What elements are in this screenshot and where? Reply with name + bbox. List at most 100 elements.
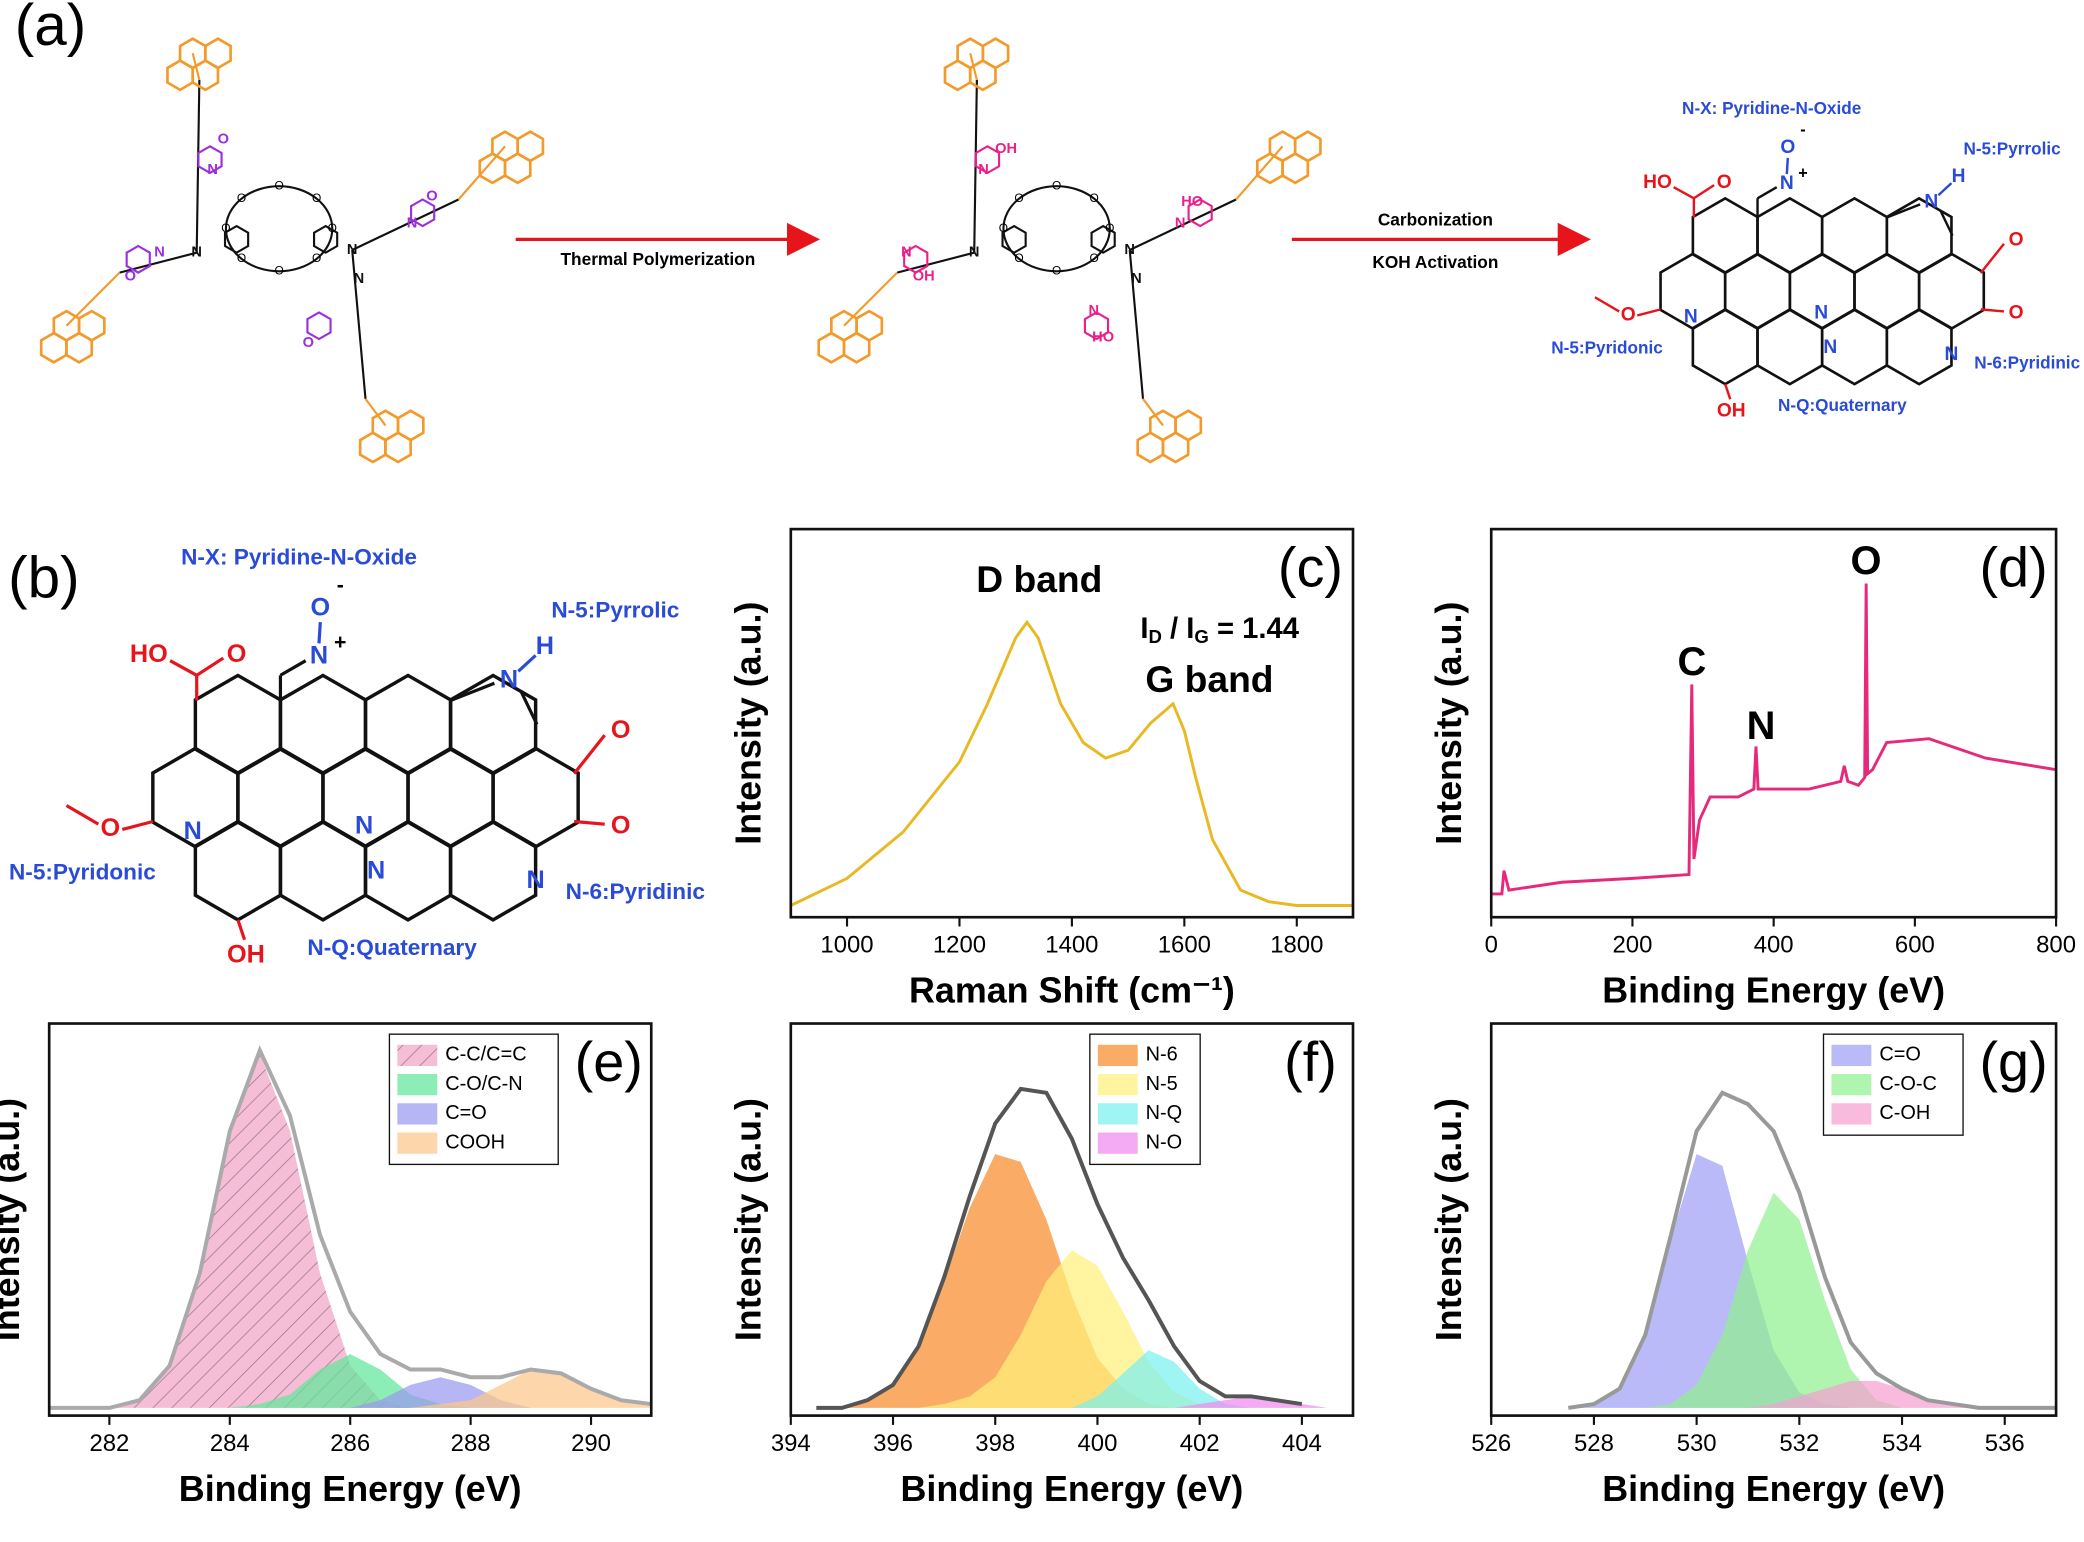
atom-label: N xyxy=(1780,173,1794,194)
ring xyxy=(1281,152,1310,185)
bond xyxy=(1886,203,1921,219)
bond xyxy=(1939,209,1954,237)
site-label: N-Q:Quaternary xyxy=(307,935,477,960)
x-tick-label: 528 xyxy=(1574,1430,1614,1457)
atom-label: O xyxy=(1090,191,1099,205)
peak-area xyxy=(49,1369,652,1408)
atom-label: N xyxy=(207,162,218,178)
chart: 282 284 286 288 290 Binding Energy (eV) Intens… xyxy=(0,1022,653,1509)
atom-label: O xyxy=(221,221,230,235)
ring xyxy=(1885,307,1953,386)
plot-frame xyxy=(1489,1022,2058,1417)
ring xyxy=(1820,196,1889,275)
x-tick-label: 532 xyxy=(1779,1430,1819,1457)
panel-label: (a) xyxy=(15,0,86,58)
ring xyxy=(1090,224,1116,254)
ring xyxy=(491,746,580,849)
atom-label: N xyxy=(1131,271,1142,287)
site-label: N-6:Pyridinic xyxy=(566,879,705,904)
legend-label: N-O xyxy=(1146,1131,1183,1153)
ring xyxy=(306,311,332,341)
bond xyxy=(236,919,247,941)
x-tick-label: 402 xyxy=(1180,1430,1220,1457)
legend-label: C=O xyxy=(445,1102,487,1124)
annotation: D band xyxy=(976,558,1102,600)
spectrum-line xyxy=(1491,583,2057,896)
ring xyxy=(1691,307,1759,386)
bond xyxy=(1785,157,1790,175)
ring xyxy=(1161,431,1190,464)
atom-label: N xyxy=(191,245,202,261)
atom-label: HO xyxy=(1092,330,1114,346)
peak-area xyxy=(790,1396,1354,1408)
atom-label: O xyxy=(1014,191,1023,205)
x-tick-label: 288 xyxy=(451,1430,491,1457)
atom-label: N xyxy=(407,215,418,231)
atom-label: O xyxy=(2009,230,2024,251)
panel-label: (f) xyxy=(1284,1030,1337,1093)
legend-label: C-OH xyxy=(1879,1102,1930,1124)
atom-label: H xyxy=(1952,166,1966,187)
ring xyxy=(448,819,538,922)
legend-swatch xyxy=(1831,1103,1872,1125)
bond xyxy=(1937,182,1953,197)
atom-label: O xyxy=(237,251,246,265)
ring xyxy=(903,244,929,274)
x-tick-label: 398 xyxy=(975,1430,1015,1457)
bond xyxy=(1594,296,1620,313)
ring xyxy=(166,59,195,92)
legend-label: C-O/C-N xyxy=(445,1073,522,1095)
atom-label: O xyxy=(426,189,437,205)
legend-label: N-Q xyxy=(1146,1102,1183,1124)
bond xyxy=(843,271,898,327)
atom-label: O xyxy=(999,221,1008,235)
ring xyxy=(842,331,871,364)
ring xyxy=(312,224,339,254)
ring xyxy=(410,198,436,228)
x-tick-label: 1200 xyxy=(933,932,986,959)
bond xyxy=(449,681,496,703)
site-label: N-Q:Quaternary xyxy=(1778,395,1907,415)
atom-label: O xyxy=(1717,172,1732,193)
atom-label: N xyxy=(1089,303,1100,319)
annotation: N xyxy=(1747,704,1776,748)
chart: 0 200 400 600 800 Binding Energy (eV) Intensit… xyxy=(1429,527,2076,1010)
x-tick-label: 1400 xyxy=(1045,932,1098,959)
atom-label: N xyxy=(354,271,365,287)
arrow-label: Thermal Polymerization xyxy=(561,249,756,269)
ring xyxy=(278,673,368,776)
plot-frame xyxy=(789,1022,1355,1417)
x-axis-label: Raman Shift (cm⁻¹) xyxy=(909,970,1235,1010)
peak-area xyxy=(790,1250,1354,1408)
ratio-part: / I xyxy=(1162,613,1194,645)
ring xyxy=(125,244,151,274)
ring xyxy=(1853,252,1921,331)
ring xyxy=(363,673,453,776)
panel-label: (c) xyxy=(1278,535,1343,598)
ring xyxy=(236,746,325,849)
atom-label: - xyxy=(1800,121,1805,139)
ring xyxy=(1255,152,1284,185)
ring xyxy=(193,819,283,922)
legend-swatch xyxy=(397,1074,438,1096)
atom-label: N xyxy=(969,245,980,261)
x-tick-label: 0 xyxy=(1485,932,1498,959)
atom-label: O xyxy=(312,251,321,265)
atom-label: N xyxy=(1924,191,1938,212)
site-label: N-5:Pyrrolic xyxy=(1963,138,2061,158)
atom-label: N xyxy=(500,665,518,693)
site-label: N-5:Pyridonic xyxy=(1551,337,1663,357)
y-axis-label: Intensity (a.u.) xyxy=(1429,1098,1469,1341)
ring xyxy=(943,59,972,92)
panel-label: (b) xyxy=(8,546,79,611)
x-tick-label: 800 xyxy=(2036,932,2076,959)
atom-label: O xyxy=(310,594,330,622)
atom-label: N xyxy=(1124,242,1135,258)
ring xyxy=(358,431,387,464)
bond xyxy=(169,659,198,677)
peak-area xyxy=(49,1354,652,1408)
atom-label: O xyxy=(237,191,246,205)
atom-label: O xyxy=(328,221,337,235)
